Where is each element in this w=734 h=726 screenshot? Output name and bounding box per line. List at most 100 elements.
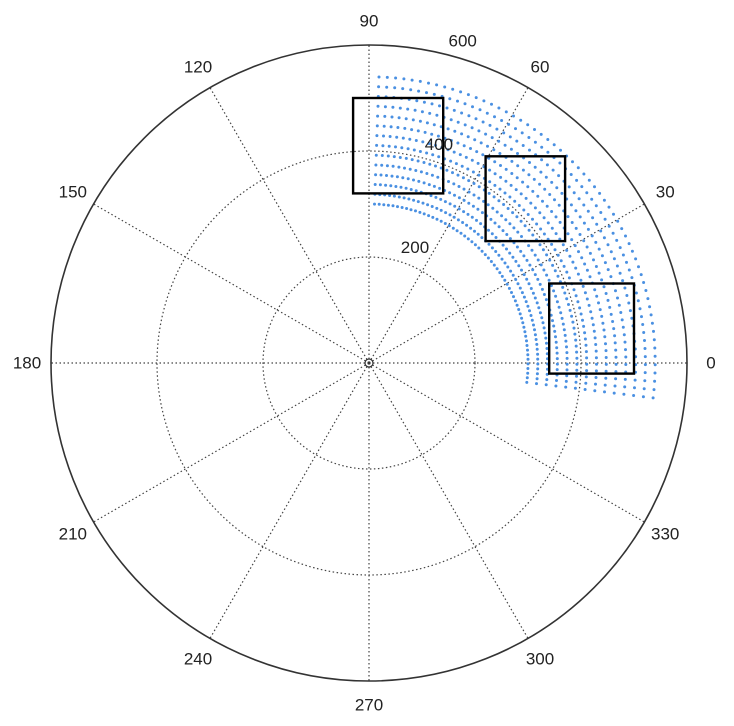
data-point bbox=[575, 350, 579, 354]
data-point bbox=[461, 221, 465, 224]
data-point bbox=[469, 147, 472, 150]
data-point bbox=[525, 277, 529, 281]
data-point bbox=[533, 128, 536, 131]
data-point bbox=[562, 264, 566, 268]
data-point bbox=[417, 179, 421, 183]
data-point bbox=[526, 362, 530, 366]
data-point bbox=[574, 338, 578, 342]
data-point bbox=[511, 211, 515, 215]
data-point bbox=[406, 177, 410, 181]
data-point bbox=[585, 297, 589, 301]
data-point bbox=[452, 150, 456, 154]
data-point bbox=[399, 185, 403, 189]
data-point bbox=[517, 308, 521, 311]
data-point bbox=[526, 185, 530, 189]
data-point bbox=[624, 363, 628, 366]
data-point bbox=[594, 382, 597, 386]
data-point bbox=[497, 199, 501, 203]
data-point bbox=[621, 253, 625, 257]
data-point bbox=[457, 207, 461, 211]
data-point bbox=[643, 355, 647, 359]
data-point bbox=[622, 392, 626, 396]
data-point bbox=[565, 356, 569, 360]
data-point bbox=[412, 198, 416, 202]
data-point bbox=[500, 274, 504, 278]
data-point bbox=[514, 259, 518, 263]
data-point bbox=[396, 205, 399, 209]
data-point bbox=[552, 143, 556, 147]
data-point bbox=[396, 126, 400, 129]
data-point bbox=[388, 135, 392, 138]
data-point bbox=[565, 374, 569, 378]
data-point bbox=[379, 173, 383, 177]
data-point bbox=[418, 119, 422, 123]
data-point bbox=[548, 258, 552, 262]
data-point bbox=[457, 185, 461, 188]
data-point bbox=[446, 127, 450, 131]
data-point bbox=[391, 164, 395, 168]
data-point bbox=[381, 144, 385, 148]
data-point bbox=[597, 247, 601, 251]
data-point bbox=[578, 233, 582, 236]
data-point bbox=[538, 243, 542, 247]
data-point bbox=[595, 362, 598, 366]
data-point bbox=[554, 232, 558, 236]
data-point bbox=[524, 334, 528, 338]
data-point bbox=[522, 208, 526, 212]
data-point bbox=[438, 186, 442, 190]
data-point bbox=[495, 127, 499, 131]
data-point bbox=[491, 206, 495, 210]
data-point bbox=[497, 253, 501, 257]
data-point bbox=[422, 181, 426, 185]
angle-tick-label: 300 bbox=[526, 650, 554, 669]
data-point bbox=[434, 143, 437, 147]
data-point bbox=[545, 378, 549, 382]
data-point bbox=[574, 226, 578, 230]
data-point bbox=[457, 196, 461, 200]
data-point bbox=[508, 251, 512, 255]
data-point bbox=[423, 130, 427, 134]
data-point bbox=[587, 178, 591, 182]
data-point bbox=[623, 377, 627, 381]
data-point bbox=[572, 326, 576, 330]
data-point bbox=[607, 224, 611, 228]
data-point bbox=[624, 348, 627, 352]
data-point bbox=[602, 236, 606, 240]
data-point bbox=[614, 355, 618, 359]
data-point bbox=[509, 269, 513, 273]
data-point bbox=[434, 164, 437, 168]
data-point bbox=[618, 246, 622, 250]
data-point bbox=[561, 285, 565, 289]
data-point bbox=[543, 187, 547, 191]
data-point bbox=[486, 256, 490, 260]
annotation-boxes bbox=[351, 96, 636, 375]
data-point bbox=[486, 144, 489, 148]
data-point bbox=[405, 207, 409, 210]
grid-layer bbox=[50, 44, 688, 682]
data-point bbox=[643, 363, 647, 367]
data-point bbox=[525, 380, 529, 384]
data-point bbox=[544, 383, 548, 387]
data-point bbox=[585, 191, 589, 195]
data-point bbox=[382, 134, 385, 138]
data-point bbox=[584, 375, 588, 379]
data-point bbox=[555, 362, 559, 366]
data-point bbox=[445, 168, 449, 172]
data-point bbox=[630, 276, 634, 280]
data-point bbox=[614, 370, 618, 374]
data-point bbox=[421, 140, 425, 144]
data-point bbox=[413, 108, 417, 112]
data-point bbox=[382, 203, 386, 207]
data-point bbox=[395, 135, 399, 139]
data-point bbox=[497, 106, 501, 110]
data-point bbox=[554, 335, 557, 339]
data-point bbox=[552, 289, 556, 293]
data-point bbox=[418, 210, 422, 214]
data-point bbox=[567, 185, 571, 189]
data-point bbox=[409, 88, 413, 92]
data-point bbox=[525, 258, 529, 262]
data-point bbox=[643, 379, 647, 383]
data-point bbox=[606, 298, 610, 302]
data-point bbox=[513, 199, 517, 203]
